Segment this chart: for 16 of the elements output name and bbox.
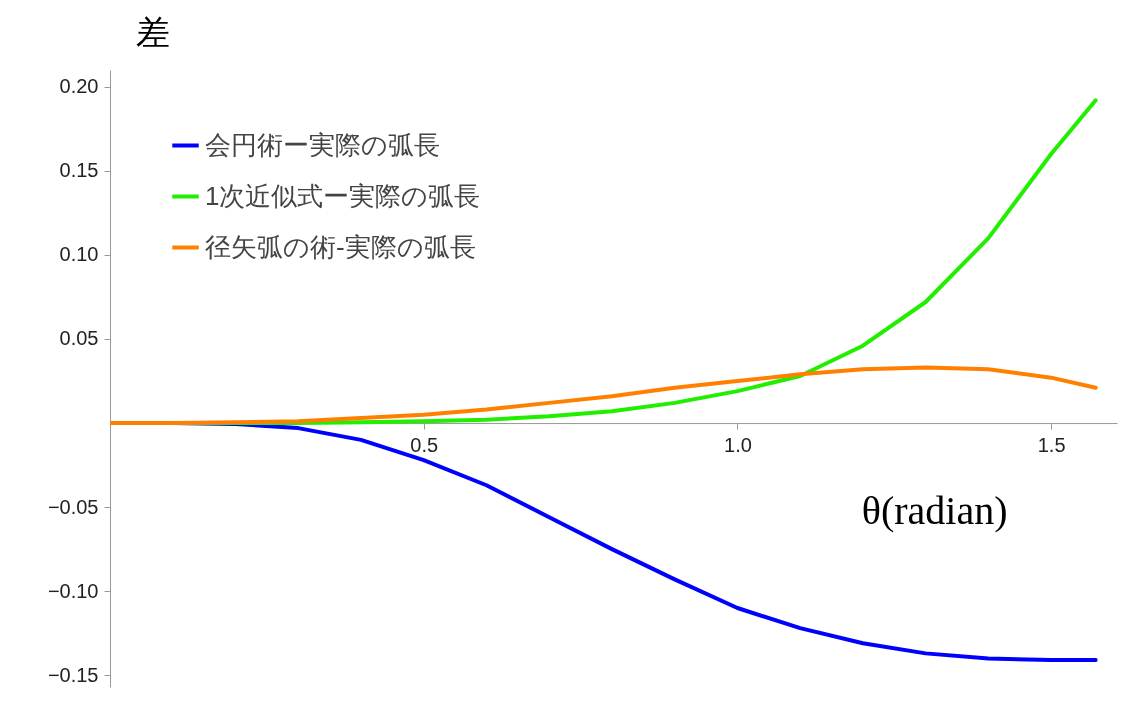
y-tick-label: −0.10: [47, 579, 99, 602]
x-axis-title: θ(radian): [861, 487, 1008, 533]
x-tick-label: 1.0: [724, 433, 752, 456]
legend-label: 径矢弧の術-実際の弧長: [205, 231, 476, 262]
y-tick-label: −0.05: [47, 495, 99, 518]
legend-label: 1次近似式ー実際の弧長: [205, 180, 481, 211]
y-tick-label: 0.05: [59, 327, 99, 350]
legend-label: 会円術ー実際の弧長: [205, 129, 440, 160]
y-tick-label: −0.15: [47, 663, 99, 686]
x-tick-label: 0.5: [410, 433, 439, 456]
y-tick-label: 0.15: [59, 159, 99, 182]
y-axis-title: 差: [135, 12, 170, 51]
x-tick-label: 1.5: [1037, 433, 1066, 456]
y-tick-label: 0.20: [59, 75, 99, 98]
y-tick-label: 0.10: [59, 243, 99, 266]
line-series: [110, 365, 1098, 426]
